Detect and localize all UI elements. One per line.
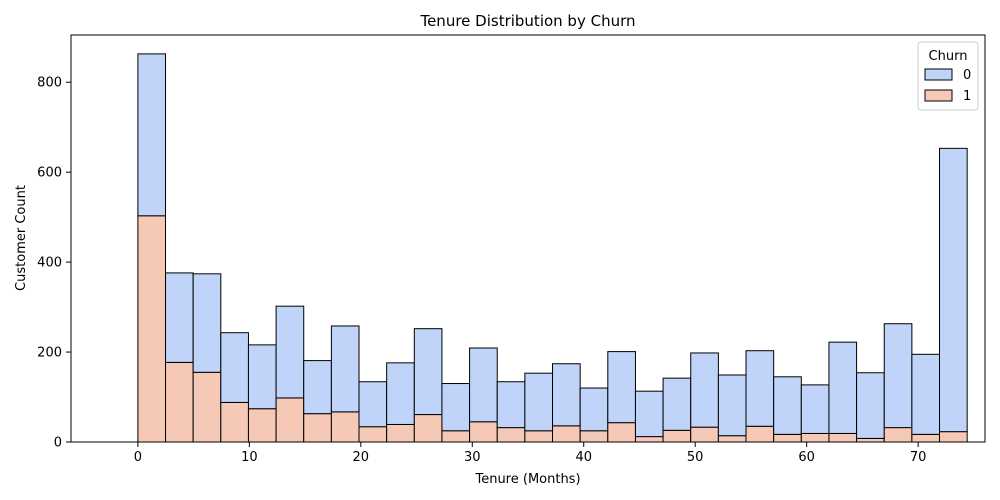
bar-churn-0-bin-7 — [330, 325, 360, 413]
bar-churn-0-bin-20 — [690, 352, 719, 428]
bar-churn-1-bin-20 — [690, 426, 719, 443]
x-tick-label-20: 20 — [353, 450, 370, 465]
x-tick-label-30: 30 — [464, 450, 481, 465]
bar-churn-1-bin-19 — [662, 429, 692, 443]
legend-label-churn-0: 0 — [963, 68, 971, 83]
bar-churn-1-bin-24 — [800, 432, 830, 443]
bar-churn-0-bin-11 — [441, 383, 471, 432]
bar-churn-1-bin-5 — [275, 397, 305, 443]
bar-churn-1-bin-1 — [165, 361, 194, 443]
bar-churn-1-bin-26 — [856, 437, 885, 443]
y-tick-label-200: 200 — [37, 346, 62, 361]
chart-title: Tenure Distribution by Churn — [419, 12, 635, 30]
bar-churn-1-bin-15 — [552, 425, 581, 443]
legend-title: Churn — [929, 49, 968, 64]
bar-churn-0-bin-15 — [552, 363, 581, 427]
bar-churn-1-bin-27 — [883, 427, 913, 443]
bar-churn-0-bin-10 — [413, 328, 443, 416]
bar-churn-0-bin-0 — [137, 53, 167, 217]
bar-churn-1-bin-4 — [247, 408, 277, 443]
bar-churn-1-bin-8 — [358, 426, 388, 443]
x-axis-label: Tenure (Months) — [474, 472, 580, 487]
legend-swatch-churn-1 — [924, 89, 953, 102]
bar-churn-1-bin-18 — [634, 436, 664, 443]
bar-churn-0-bin-28 — [911, 353, 941, 435]
bar-churn-1-bin-23 — [773, 433, 802, 443]
bar-churn-0-bin-27 — [883, 323, 913, 429]
bar-churn-0-bin-2 — [192, 273, 222, 373]
bar-churn-1-bin-21 — [717, 435, 747, 443]
bar-churn-0-bin-12 — [469, 347, 498, 423]
bar-churn-1-bin-17 — [607, 422, 636, 443]
bar-churn-0-bin-24 — [800, 384, 830, 434]
y-tick-label-800: 800 — [37, 76, 62, 91]
bar-churn-0-bin-5 — [275, 305, 305, 399]
bar-churn-1-bin-16 — [579, 430, 609, 443]
x-tick-label-60: 60 — [798, 450, 815, 465]
x-ticks: 0 10 20 30 40 50 60 70 — [134, 442, 927, 465]
legend-swatch-churn-0 — [924, 68, 953, 81]
bar-churn-1-bin-10 — [413, 414, 443, 443]
bar-churn-1-bin-3 — [220, 401, 249, 443]
plot-frame — [70, 34, 986, 443]
bar-churn-0-bin-13 — [496, 381, 526, 429]
y-tick-label-600: 600 — [37, 166, 62, 181]
x-tick-label-10: 10 — [241, 450, 258, 465]
bar-churn-0-bin-29 — [939, 147, 968, 433]
bar-churn-0-bin-4 — [247, 344, 277, 410]
bar-churn-1-bin-14 — [524, 430, 554, 443]
y-tick-label-400: 400 — [37, 256, 62, 271]
bars-group — [137, 53, 968, 443]
y-axis-label: Customer Count — [14, 185, 29, 291]
bar-churn-0-bin-8 — [358, 381, 388, 428]
legend-label-churn-1: 1 — [963, 89, 971, 104]
bar-churn-1-bin-29 — [939, 431, 968, 443]
bar-churn-0-bin-16 — [579, 387, 609, 432]
y-tick-label-0: 0 — [54, 436, 62, 451]
bar-churn-1-bin-9 — [386, 423, 415, 443]
bar-churn-0-bin-6 — [303, 360, 332, 415]
legend: Churn 0 1 — [917, 41, 979, 111]
x-tick-label-40: 40 — [575, 450, 592, 465]
x-tick-label-50: 50 — [687, 450, 704, 465]
bar-churn-0-bin-23 — [773, 376, 802, 435]
bar-churn-1-bin-6 — [303, 413, 332, 443]
bar-churn-0-bin-26 — [856, 372, 885, 439]
bar-churn-0-bin-14 — [524, 372, 554, 432]
bar-churn-0-bin-1 — [165, 272, 194, 363]
bar-churn-1-bin-25 — [828, 432, 858, 443]
bar-churn-0-bin-19 — [662, 377, 692, 431]
y-ticks: 0 200 400 600 800 — [37, 76, 71, 451]
bar-churn-0-bin-3 — [220, 332, 249, 403]
bar-churn-0-bin-18 — [634, 390, 664, 438]
bar-churn-1-bin-28 — [911, 433, 941, 443]
bar-churn-1-bin-12 — [469, 421, 498, 443]
bar-churn-1-bin-13 — [496, 427, 526, 443]
bar-churn-1-bin-11 — [441, 430, 471, 443]
x-tick-label-0: 0 — [134, 450, 142, 465]
bar-churn-1-bin-0 — [137, 215, 167, 443]
bar-churn-0-bin-25 — [828, 341, 858, 434]
bar-churn-1-bin-2 — [192, 371, 222, 443]
bar-churn-1-bin-22 — [745, 425, 775, 443]
bar-churn-1-bin-7 — [330, 411, 360, 443]
x-tick-label-70: 70 — [910, 450, 927, 465]
bar-churn-0-bin-21 — [717, 374, 747, 437]
bar-churn-0-bin-22 — [745, 350, 775, 427]
bar-churn-0-bin-9 — [386, 362, 415, 425]
bar-churn-0-bin-17 — [607, 351, 636, 424]
